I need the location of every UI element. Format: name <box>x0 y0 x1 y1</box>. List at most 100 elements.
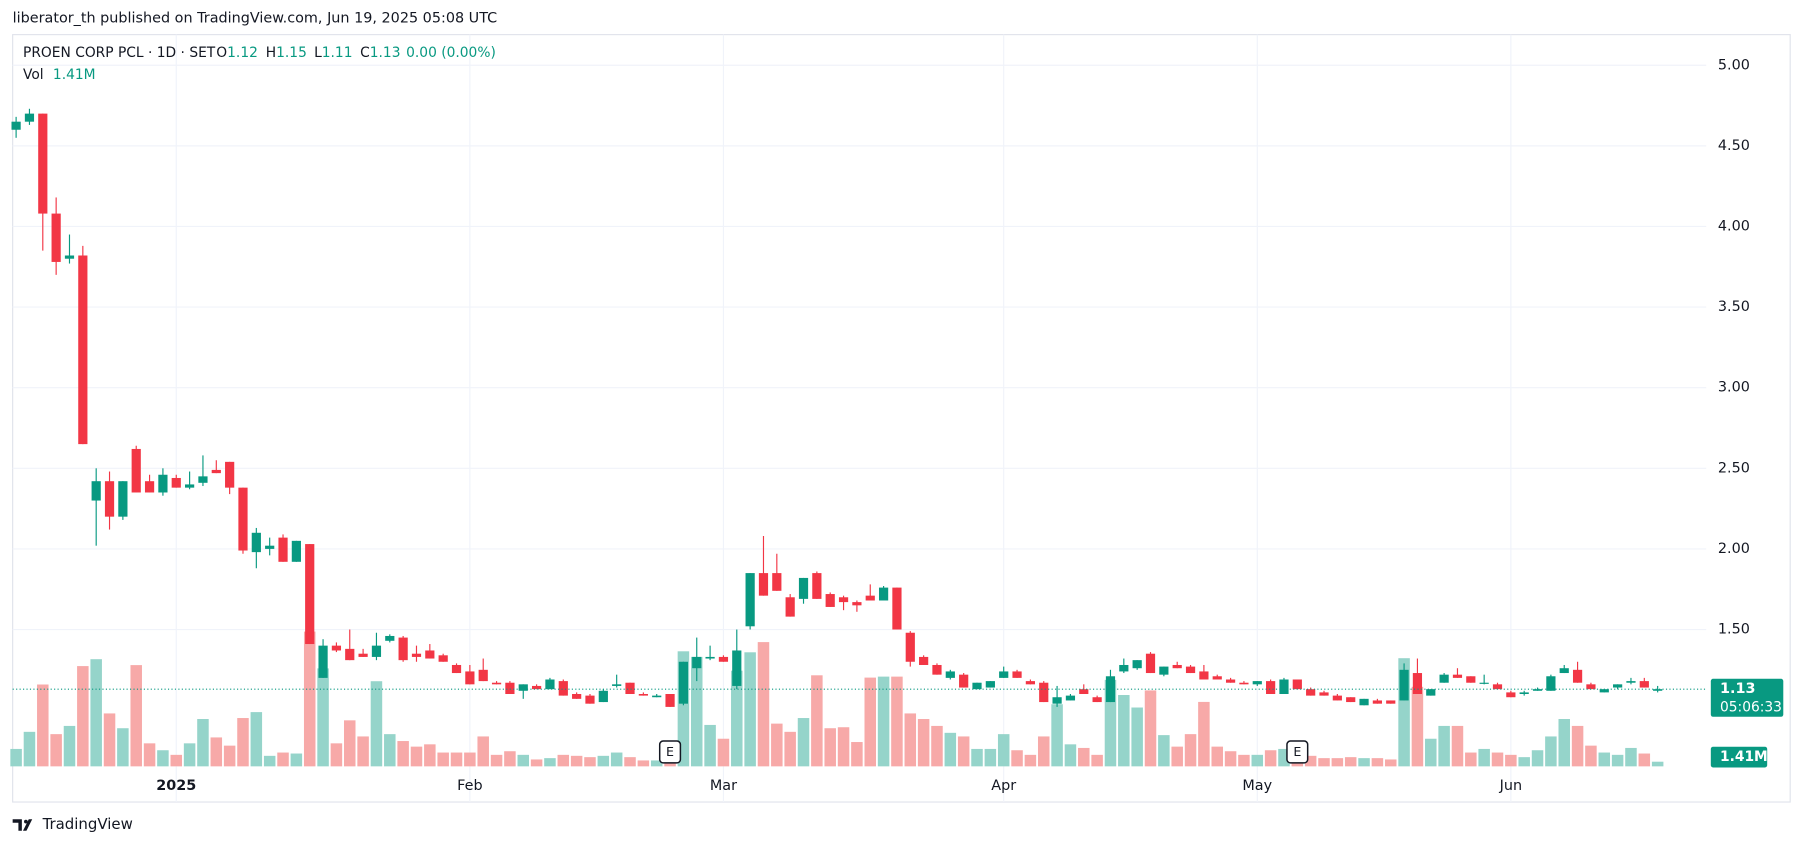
volume-bar <box>1158 735 1170 767</box>
candle-body <box>665 694 675 707</box>
volume-bar <box>1224 751 1237 767</box>
candle-body <box>371 645 382 657</box>
y-tick-label: 4.50 <box>1718 138 1750 154</box>
volume-bar <box>1011 750 1023 767</box>
candle-body <box>1559 668 1569 674</box>
volume-bar <box>223 745 236 767</box>
volume-bar <box>1331 758 1344 767</box>
candle-body <box>1439 674 1449 683</box>
volume-bar <box>344 720 356 767</box>
candle-body <box>1586 684 1596 690</box>
candle-body <box>959 674 969 688</box>
x-tick-label: Jun <box>1499 778 1522 794</box>
candle-body <box>1519 692 1529 695</box>
y-tick-label: 4.00 <box>1718 218 1750 234</box>
candle-body <box>1346 697 1356 703</box>
candle-body <box>385 635 395 641</box>
volume-bar <box>704 724 716 767</box>
event-marker <box>658 740 682 764</box>
open-label: O <box>216 45 227 61</box>
volume-bar <box>1024 754 1037 767</box>
candle-body <box>1359 698 1369 706</box>
candle-body <box>1332 695 1342 701</box>
event-label: E <box>1293 744 1301 759</box>
candle-body <box>1212 676 1222 680</box>
brand-name: TradingView <box>42 815 133 833</box>
candle-body <box>985 681 995 688</box>
volume-bar <box>130 665 142 767</box>
candle-body <box>1479 682 1489 684</box>
candle-body <box>1546 676 1556 691</box>
volume-bar <box>1184 734 1197 767</box>
candle-body <box>892 587 902 630</box>
x-tick-label: Mar <box>710 778 737 794</box>
volume-bar <box>370 681 383 767</box>
volume-bar <box>1611 754 1624 767</box>
candle-body <box>38 113 48 214</box>
candle-body <box>572 694 582 699</box>
candle-body <box>945 671 955 678</box>
volume-bar <box>851 742 863 767</box>
volume-bar <box>210 737 223 767</box>
volume-bar <box>1625 747 1637 767</box>
volume-legend: Vol 1.41M <box>23 67 96 83</box>
candle-body <box>972 682 982 690</box>
candle-body <box>1599 689 1609 693</box>
volume-bar <box>410 746 423 767</box>
legend-line: PROEN CORP PCL · 1D · SET O1.12 H1.15 L1… <box>23 45 496 61</box>
candle-body <box>278 537 288 562</box>
y-tick-label: 3.50 <box>1718 299 1750 315</box>
candle-body <box>78 255 88 445</box>
volume-bar <box>1518 757 1530 767</box>
candle-body <box>1052 697 1062 704</box>
volume-bar <box>170 754 183 767</box>
volume-bar <box>197 719 209 767</box>
candle-body <box>104 481 115 517</box>
volume-bar <box>424 744 436 767</box>
x-tick-label: 2025 <box>156 778 196 794</box>
candle-body <box>1025 681 1035 685</box>
volume-bar <box>757 642 770 767</box>
volume-bar <box>1278 748 1290 767</box>
volume-bar <box>1505 754 1517 767</box>
candle-body <box>878 587 889 601</box>
volume-bar <box>837 727 850 767</box>
volume-bar <box>117 728 129 767</box>
last-price-label: 1.13 <box>1720 681 1755 697</box>
candle-body <box>411 653 422 657</box>
volume-bar <box>504 751 516 767</box>
candle-body <box>291 540 301 562</box>
volume-bar <box>157 750 169 767</box>
volume-bar <box>784 731 796 767</box>
volume-bar <box>570 755 583 767</box>
volume-bar <box>797 718 810 767</box>
volume-bar <box>731 670 743 767</box>
volume-bar <box>77 666 89 767</box>
candle-body <box>331 645 342 651</box>
candle-body <box>652 695 662 698</box>
volume-bar <box>384 734 396 767</box>
volume-bar <box>864 677 876 767</box>
volume-bar <box>971 748 983 767</box>
candle-body <box>465 671 475 685</box>
candle-body <box>758 573 769 596</box>
candle-body <box>905 632 915 662</box>
volume-bar <box>637 760 650 767</box>
volume-bar <box>1384 759 1397 767</box>
candle-body <box>1012 671 1022 678</box>
candle-body <box>1653 689 1663 691</box>
volume-bar <box>37 684 49 767</box>
volume-bar <box>1251 754 1264 767</box>
candle-body <box>24 113 35 122</box>
candle-body <box>705 656 715 659</box>
volume-label: Vol <box>23 67 44 83</box>
candle-body <box>1572 669 1583 683</box>
volume-bar <box>290 753 303 767</box>
volume-bar <box>530 759 543 767</box>
candle-body <box>1266 681 1276 695</box>
candle-body <box>1279 679 1289 695</box>
candle-body <box>612 684 622 686</box>
candle-body <box>398 637 408 661</box>
logo-dot <box>24 819 28 824</box>
